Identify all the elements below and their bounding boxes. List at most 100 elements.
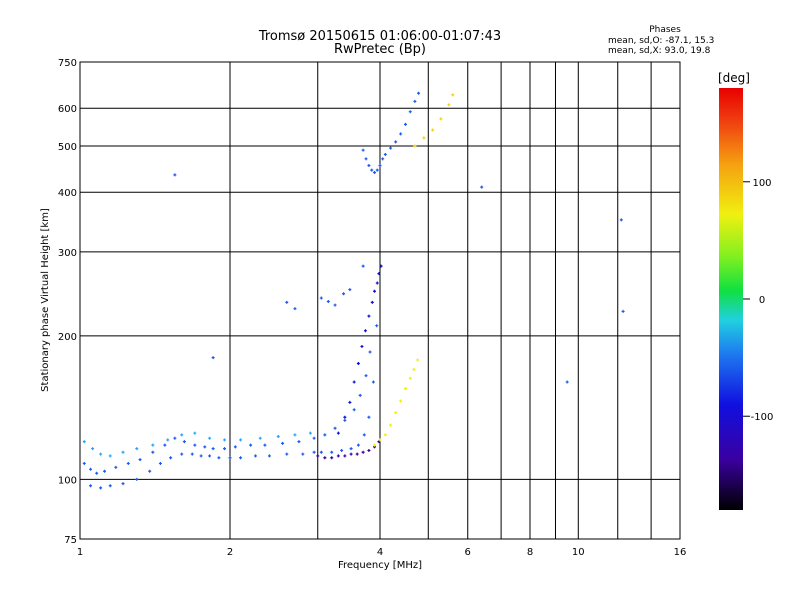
x-tick-label: 2 [227, 547, 233, 558]
y-tick-label: 100 [58, 475, 77, 486]
data-point [285, 452, 289, 456]
data-point [223, 438, 227, 442]
data-point [333, 303, 337, 307]
data-point [394, 140, 398, 144]
data-point [208, 454, 212, 458]
data-point [377, 440, 381, 444]
data-point [99, 452, 103, 456]
data-point [276, 435, 280, 439]
data-point [379, 264, 383, 268]
y-tick-label: 500 [58, 142, 77, 153]
data-point [375, 281, 379, 285]
colorbar [719, 88, 743, 510]
data-point [121, 450, 125, 454]
data-point [193, 443, 197, 447]
data-point [373, 443, 377, 447]
data-point [340, 448, 344, 452]
data-point [416, 358, 420, 362]
data-point [375, 324, 379, 328]
data-point [399, 399, 403, 403]
axis-ticks: 1 2 4 6 8 10 16 75 100 200 300 400 500 600 750 [58, 58, 686, 558]
data-point [193, 431, 197, 435]
data-point [323, 433, 327, 437]
data-point [362, 433, 366, 437]
data-point [439, 117, 443, 121]
data-point [412, 367, 416, 371]
x-tick-label: 16 [674, 547, 687, 558]
data-point [383, 433, 387, 437]
data-point [263, 443, 267, 447]
data-point [431, 128, 435, 132]
data-point [363, 329, 367, 333]
data-point [281, 441, 285, 445]
data-point [417, 91, 421, 95]
data-point [89, 467, 93, 471]
data-point [333, 426, 337, 430]
data-point [373, 170, 377, 174]
x-tick-label: 6 [465, 547, 471, 558]
data-point [371, 380, 375, 384]
stats-x-mode: mean, sd,X: 93.0, 19.8 [608, 46, 711, 56]
data-point [253, 454, 257, 458]
data-point [135, 447, 139, 451]
data-point [208, 436, 212, 440]
data-point [95, 471, 99, 475]
data-point [211, 447, 215, 451]
data-point [203, 445, 207, 449]
data-point [297, 440, 301, 444]
data-point [82, 440, 86, 444]
data-point [349, 452, 353, 456]
data-point [370, 300, 374, 304]
data-point [151, 443, 155, 447]
data-point [258, 436, 262, 440]
y-tick-label: 75 [64, 535, 77, 546]
data-point [323, 456, 327, 460]
data-point [138, 458, 142, 462]
data-point [621, 309, 625, 313]
data-point [89, 484, 93, 488]
data-point [173, 436, 177, 440]
data-point [367, 164, 371, 168]
data-point [408, 110, 412, 114]
data-point [367, 415, 371, 419]
stats-heading: Phases [649, 25, 681, 35]
data-point [182, 440, 186, 444]
data-point [211, 356, 215, 360]
data-point [108, 454, 112, 458]
data-point [180, 452, 184, 456]
colorbar-tick-label: -100 [751, 412, 774, 423]
data-point [99, 486, 103, 490]
data-point [364, 374, 368, 378]
chart-title: Tromsø 20150615 01:06:00-01:07:43 [258, 29, 501, 44]
data-point [342, 292, 346, 296]
data-point [158, 461, 162, 465]
data-point [312, 436, 316, 440]
data-point [422, 136, 426, 140]
data-point [173, 173, 177, 177]
data-point [326, 300, 330, 304]
data-point [148, 469, 152, 473]
data-point [336, 431, 340, 435]
data-point [343, 418, 347, 422]
data-point [361, 148, 365, 152]
plot-frame [79, 61, 681, 540]
x-tick-label: 1 [77, 547, 83, 558]
data-point [394, 411, 398, 415]
data-point [349, 447, 353, 451]
x-tick-label: 4 [377, 547, 383, 558]
x-axis-label: Frequency [MHz] [338, 560, 422, 571]
data-point [364, 157, 368, 161]
chart-subtitle: RwPretec (Bp) [334, 42, 426, 57]
data-point [82, 461, 86, 465]
data-point [399, 132, 403, 136]
y-tick-label: 200 [58, 332, 77, 343]
data-point [114, 465, 118, 469]
data-point [103, 469, 107, 473]
data-point [169, 456, 173, 460]
data-point [389, 146, 393, 150]
data-point [360, 344, 364, 348]
data-point [228, 456, 232, 460]
data-point [348, 288, 352, 292]
data-point [378, 438, 382, 442]
